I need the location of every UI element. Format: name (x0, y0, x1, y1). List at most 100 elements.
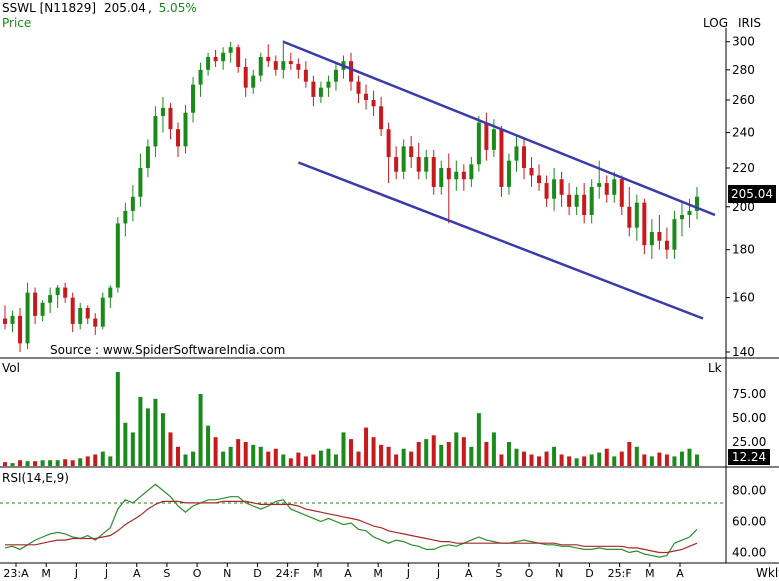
candle-body (499, 129, 504, 187)
time-tick-label: 24:F (276, 567, 300, 580)
candle-body (130, 196, 135, 211)
last-volume-badge (728, 449, 770, 465)
candle-body (597, 183, 602, 187)
time-tick-label: D (585, 567, 593, 580)
trend-channel (282, 40, 716, 320)
candle-body (379, 106, 384, 130)
candle-body (454, 171, 459, 180)
volume-bar (469, 446, 474, 466)
candle-body (258, 56, 263, 76)
volume-bar (130, 432, 135, 466)
candle-body (506, 160, 511, 187)
candle-body (85, 307, 90, 319)
candle-body (108, 287, 113, 298)
candle-body (48, 295, 53, 303)
volume-bar (3, 462, 7, 466)
volume-bar (664, 454, 669, 466)
volume-bar (574, 458, 579, 466)
time-tick-label: J (104, 567, 108, 580)
candle-body (424, 157, 429, 172)
volume-bar (78, 458, 83, 466)
candle-body (431, 157, 436, 187)
volume-bar (168, 432, 173, 466)
rsi-line (4, 483, 698, 558)
volume-bar (416, 442, 421, 466)
candle-body (10, 315, 15, 324)
volume-bar (544, 451, 549, 466)
source-credit: Source : www.SpiderSoftwareIndia.com (50, 343, 286, 357)
candle-body (649, 231, 654, 246)
candle-body (70, 297, 75, 324)
rsi-tick-label: 80.00 (732, 484, 766, 498)
candle-body (100, 297, 105, 327)
volume-tick-label: 75.00 (732, 387, 766, 401)
volume-bar (695, 454, 699, 466)
candle-body (221, 52, 226, 62)
volume-bar (115, 371, 120, 466)
volume-pane (3, 371, 699, 466)
volume-bar (25, 461, 30, 466)
volume-bar (198, 394, 203, 466)
candle-body (206, 56, 211, 70)
volume-bar (55, 460, 60, 466)
volume-bar (552, 446, 557, 466)
time-tick-label: A (133, 567, 141, 580)
volume-bar (506, 442, 511, 466)
volume-bar (341, 432, 346, 466)
candle-body (544, 183, 549, 199)
volume-bar (221, 451, 226, 466)
last-price-badge (728, 185, 776, 203)
log-scale-label[interactable]: LOG (703, 16, 729, 30)
candle-body (416, 157, 421, 172)
volume-pane-label: Vol (2, 361, 20, 375)
candle-body (619, 179, 624, 207)
price-tick-label: 240 (732, 126, 755, 140)
percent-change: 5.05% (158, 1, 197, 15)
volume-bar (582, 456, 587, 466)
candle-body (183, 112, 188, 147)
volume-bar (266, 451, 271, 466)
volume-bar (476, 413, 481, 466)
candle-body (198, 69, 203, 85)
volume-bar (371, 437, 376, 466)
candle-body (394, 157, 399, 172)
time-tick-label: A (344, 567, 352, 580)
volume-bar (33, 461, 38, 466)
candle-body (529, 167, 534, 176)
volume-bar (567, 456, 572, 466)
price-pane (3, 40, 699, 352)
candle-body (78, 307, 83, 324)
candle-body (25, 292, 30, 344)
rsi-tick-label: 40.00 (732, 546, 766, 560)
volume-bar (394, 454, 399, 466)
iris-label: IRIS (738, 16, 762, 30)
volume-bar (604, 448, 609, 466)
time-tick-label: M (373, 567, 383, 580)
candle-body (93, 318, 98, 327)
candle-body (168, 107, 173, 130)
candle-body (281, 61, 286, 70)
candle-body (236, 47, 241, 67)
volume-bar (409, 451, 414, 466)
volume-bar (326, 448, 331, 466)
candle-body (273, 61, 278, 70)
volume-bar (138, 396, 143, 466)
volume-bar (228, 446, 233, 466)
candle-body (18, 315, 23, 344)
candle-body (446, 167, 451, 180)
candle-body (333, 69, 338, 82)
volume-bar (514, 448, 519, 466)
volume-bar (439, 444, 444, 466)
volume-bar (206, 425, 211, 466)
volume-bar (123, 422, 128, 466)
volume-bar (589, 454, 594, 466)
candle-body (514, 146, 519, 161)
candle-body (371, 99, 376, 107)
volume-bar (18, 460, 23, 466)
volume-bar (153, 398, 158, 466)
candle-body (484, 122, 489, 150)
time-tick-label: D (253, 567, 261, 580)
candle-body (138, 167, 143, 197)
time-tick-label: O (193, 567, 202, 580)
